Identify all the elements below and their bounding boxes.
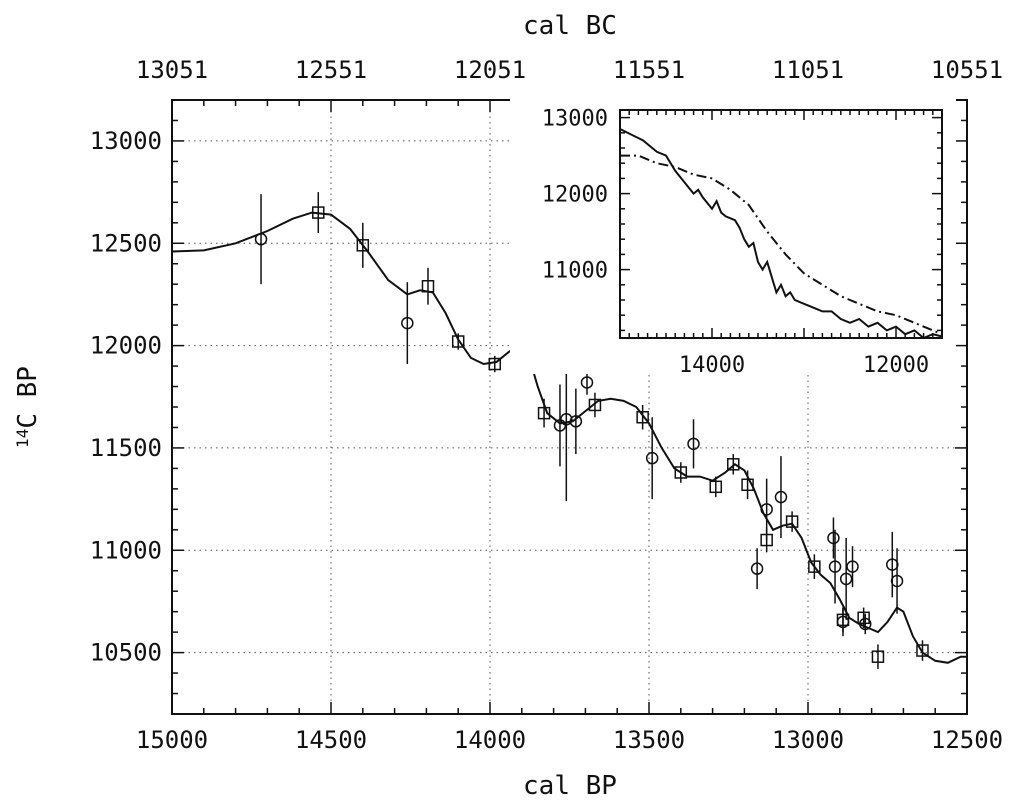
inset-frame [619, 109, 943, 339]
inset-x-tick-label: 12000 [863, 353, 929, 378]
data-point-square [356, 239, 370, 252]
inset-y-tick-label: 12000 [542, 183, 608, 208]
x2-tick-label: 13051 [136, 56, 208, 84]
data-point-square [857, 611, 870, 625]
data-point-circle [645, 451, 659, 465]
x2-tick-label: 11551 [613, 56, 685, 84]
data-point-circle [827, 531, 840, 545]
data-point-circle [760, 503, 773, 516]
x-tick-label: 12500 [931, 726, 1003, 754]
data-point-square [451, 335, 465, 348]
data-point-circle [580, 376, 594, 389]
data-point-circle [839, 572, 853, 586]
x-tick-label: 13000 [772, 726, 844, 754]
y-tick-label: 11000 [90, 536, 162, 564]
x-axis-title: cal BP [523, 771, 617, 801]
main-tick-labels: 15000 13051 14500 12551 14000 12051 13500 11551… [90, 56, 1003, 754]
x2-tick-label: 12551 [295, 56, 367, 84]
data-point-circle [774, 490, 788, 504]
data-point-square [488, 357, 502, 371]
data-point-circle [560, 413, 573, 426]
x-tick-label: 13500 [613, 726, 685, 754]
x2-tick-label: 10551 [931, 56, 1003, 84]
data-point-circle [890, 574, 904, 588]
data-point-square [916, 644, 929, 657]
data-point-square [741, 478, 754, 492]
inset-dashed-curve [620, 154, 943, 336]
data-point-square [871, 650, 885, 663]
x-tick-label: 15000 [136, 726, 208, 754]
inset-panel: 11000 12000 13000 14000 12000 [510, 96, 956, 378]
data-point-square [808, 560, 821, 573]
inset-x-tick-label: 14000 [679, 353, 745, 378]
y-tick-label: 13000 [90, 127, 162, 155]
x2-tick-label: 12051 [454, 56, 526, 84]
data-point-square [785, 515, 799, 528]
data-point-circle [858, 617, 872, 631]
data-point-circle [750, 562, 764, 575]
y-axis-title: 14C BP [13, 366, 43, 448]
data-point-square [421, 279, 435, 293]
data-point-square [312, 206, 325, 219]
data-point-circle [254, 232, 268, 246]
inset-background [510, 96, 956, 374]
inset-solid-curve [619, 128, 943, 340]
inset-y-tick-label: 11000 [542, 259, 608, 284]
x2-tick-label: 11051 [772, 56, 844, 84]
y-tick-label: 10500 [90, 639, 162, 667]
data-point-square [588, 398, 602, 412]
x2-axis-title: cal BC [523, 11, 617, 41]
data-point-square [537, 406, 551, 420]
y-tick-label: 11500 [90, 434, 162, 462]
data-point-circle [828, 560, 842, 573]
y-tick-label: 12500 [90, 229, 162, 257]
x-tick-label: 14000 [454, 726, 526, 754]
data-point-circle [569, 415, 583, 428]
y-axis-title-main: C BP [13, 366, 43, 429]
inset-y-tick-label: 13000 [542, 107, 608, 132]
data-point-circle [687, 437, 700, 451]
x-tick-label: 14500 [295, 726, 367, 754]
data-point-square [636, 410, 649, 424]
data-point-circle [846, 560, 859, 573]
data-point-square [727, 458, 740, 471]
data-point-square [709, 480, 723, 494]
calibration-curve [171, 211, 967, 664]
data-point-square [674, 466, 688, 479]
main-curve-layer [171, 211, 967, 664]
y-axis-title-superscript: 14 [13, 429, 32, 448]
data-point-circle [401, 316, 414, 330]
data-point-circle [836, 615, 850, 629]
y-tick-label: 12000 [90, 332, 162, 360]
